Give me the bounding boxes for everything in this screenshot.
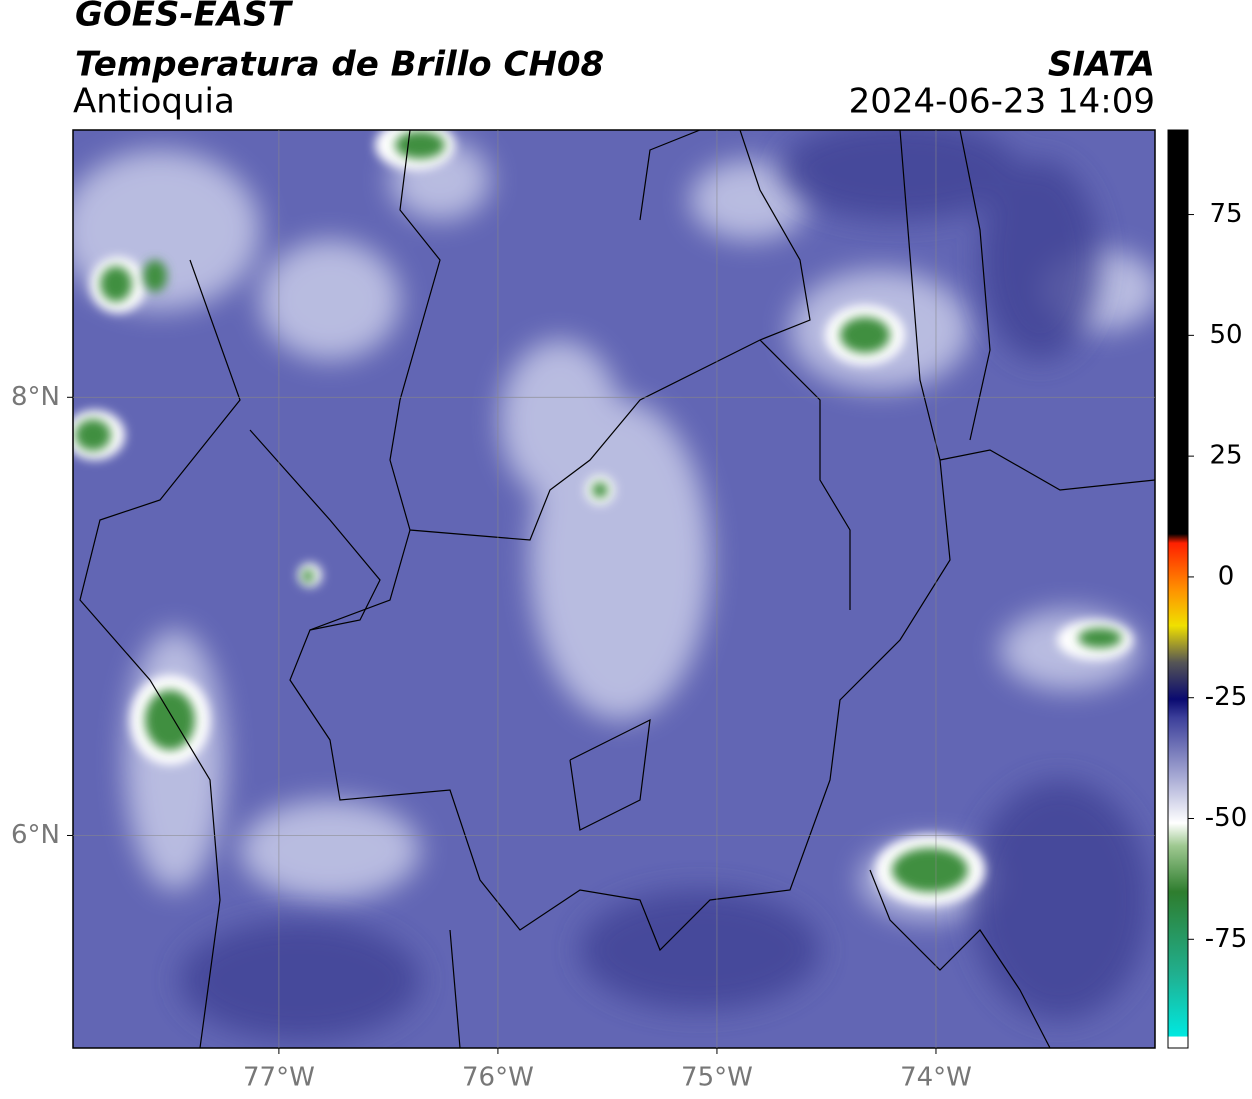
- colorbar-label: 25: [1209, 441, 1242, 471]
- region: Antioquia: [73, 82, 235, 122]
- y-tick-label: 6°N: [11, 820, 60, 850]
- subtitle: Temperatura de Brillo CH08: [75, 45, 604, 85]
- x-tick-label: 75°W: [681, 1063, 753, 1093]
- x-tick-label: 77°W: [243, 1063, 315, 1093]
- colorbar-label: -75: [1205, 924, 1247, 954]
- colorbar-label: -50: [1205, 803, 1247, 833]
- datetime: 2024-06-23 14:09: [849, 82, 1155, 122]
- colorbar-label: 0: [1218, 561, 1235, 591]
- source: SIATA: [1048, 45, 1155, 85]
- colorbar-label: -25: [1205, 682, 1247, 712]
- title: GOES-EAST: [75, 0, 294, 35]
- y-tick-label: 8°N: [11, 382, 60, 412]
- colorbar-label: 50: [1209, 320, 1242, 350]
- map-frame: [72, 129, 1156, 1049]
- x-tick-label: 76°W: [462, 1063, 534, 1093]
- x-tick-label: 74°W: [900, 1063, 972, 1093]
- colorbar: [1167, 129, 1189, 1049]
- satellite-image: [73, 130, 1155, 1048]
- borders: [79, 130, 1155, 1048]
- colorbar-label: 75: [1209, 199, 1242, 229]
